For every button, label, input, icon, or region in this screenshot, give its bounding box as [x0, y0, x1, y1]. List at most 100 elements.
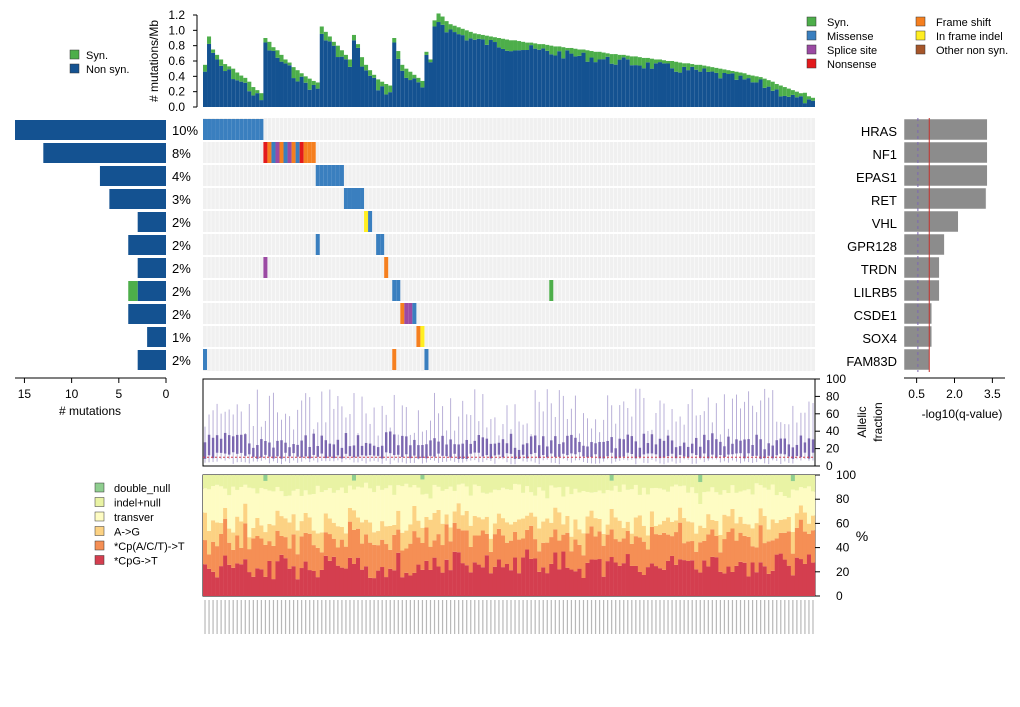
- spectrum-segment: [287, 475, 292, 496]
- rate-bar-syn: [653, 59, 658, 64]
- spectrum-segment: [480, 492, 486, 520]
- mutation-rate-panel: 0.00.20.40.60.81.01.2 # mutations/Mb Syn…: [69, 8, 1008, 114]
- rate-bar-nonsyn: [243, 82, 248, 107]
- rate-bar-nonsyn: [557, 51, 562, 107]
- rate-bar-syn: [577, 49, 582, 56]
- spectrum-segment: [529, 475, 534, 493]
- sample-id-label: [518, 600, 520, 634]
- legend-nonsyn-swatch: [69, 63, 80, 74]
- rate-bar-nonsyn: [460, 35, 465, 107]
- qvalue-bar: [903, 256, 940, 279]
- spectrum-segment: [215, 475, 220, 485]
- rate-bar-nonsyn: [291, 78, 296, 107]
- spectrum-segment: [279, 475, 284, 492]
- spectrum-segment: [504, 475, 510, 490]
- spectrum-segment: [496, 475, 502, 491]
- rate-bar-syn: [323, 31, 328, 41]
- spectrum-segment: [798, 475, 804, 488]
- allelic-box: [312, 433, 315, 455]
- spectrum-segment: [476, 486, 482, 518]
- spectrum-segment: [219, 566, 224, 596]
- spectrum-segment: [412, 475, 417, 486]
- spectrum-segment: [496, 528, 502, 560]
- spectrum-segment: [207, 531, 212, 555]
- spectrum-segment: [750, 562, 755, 596]
- sample-id-label: [341, 600, 343, 634]
- spectrum-segment: [436, 566, 441, 596]
- qvalue-bar: [903, 141, 988, 164]
- allelic-box: [811, 439, 815, 453]
- rate-tick-label: 1.0: [168, 23, 185, 37]
- spectrum-segment: [670, 486, 675, 522]
- spectrum-segment: [525, 475, 530, 487]
- spectrum-segment: [742, 535, 747, 563]
- spectrum-segment: [388, 568, 393, 596]
- spectrum-legend-swatch: [94, 497, 105, 507]
- rate-bar-syn: [219, 59, 224, 66]
- qvalue-x-ticks: 0.5 2.0 3.5: [908, 378, 1001, 401]
- sample-id-label: [715, 600, 717, 634]
- sample-id-label: [619, 600, 621, 634]
- spectrum-segment: [368, 488, 373, 523]
- sample-id-label: [208, 600, 210, 634]
- spectrum-segment: [597, 475, 602, 491]
- sample-id-label: [562, 600, 564, 634]
- sample-id-label: [232, 600, 234, 634]
- qvalue-bar: [903, 279, 940, 302]
- rate-bar-nonsyn: [525, 50, 530, 107]
- sample-id-label: [361, 600, 363, 634]
- spectrum-segment: [335, 526, 341, 548]
- gene-label: EPAS1: [856, 170, 897, 185]
- rate-bar-nonsyn: [412, 78, 417, 107]
- spectrum-segment: [315, 475, 320, 486]
- sample-id-label: [433, 600, 436, 634]
- rate-bar-syn: [275, 50, 280, 58]
- rate-bar-nonsyn: [573, 56, 578, 107]
- sample-id-label: [631, 600, 633, 634]
- spectrum-segment: [557, 540, 562, 570]
- sample-id-label: [792, 600, 794, 634]
- spectrum-segment: [565, 532, 570, 568]
- rate-bar-syn: [339, 50, 344, 57]
- spectrum-segment: [678, 486, 683, 508]
- rate-bar-nonsyn: [589, 57, 594, 107]
- spectrum-segment: [243, 523, 248, 560]
- spectrum-segment: [424, 560, 429, 596]
- allelic-box: [695, 437, 698, 456]
- allelic-box: [280, 440, 283, 459]
- rate-bar-nonsyn: [758, 79, 763, 107]
- spectrum-segment: [476, 564, 482, 596]
- sample-id-label: [699, 600, 701, 634]
- spectrum-tick-label: 0: [836, 589, 843, 603]
- allelic-box: [803, 442, 807, 453]
- allelic-box: [304, 435, 307, 457]
- rate-bar-nonsyn: [360, 66, 365, 107]
- spectrum-segment: [810, 562, 816, 596]
- spectrum-segment: [666, 534, 671, 561]
- sample-id-label: [441, 600, 444, 634]
- spectrum-segment: [351, 480, 357, 490]
- spectrum-segment: [718, 571, 723, 596]
- rate-bar-nonsyn: [529, 45, 534, 107]
- sample-id-label: [703, 600, 705, 634]
- spectrum-segment: [557, 512, 562, 541]
- spectrum-segment: [295, 579, 300, 596]
- spectrum-segment: [786, 497, 792, 517]
- allelic-box: [731, 443, 734, 455]
- spectrum-segment: [215, 484, 220, 523]
- sample-id-label: [663, 600, 665, 634]
- spectrum-segment: [513, 557, 518, 596]
- allelic-box: [634, 441, 638, 459]
- allelic-tick-label: 40: [826, 424, 840, 438]
- rate-bar-nonsyn: [376, 90, 381, 107]
- spectrum-segment: [802, 475, 808, 489]
- spectrum-segment: [641, 541, 647, 575]
- spectrum-segment: [678, 507, 683, 523]
- oncoprint-cell-missense: [368, 211, 373, 232]
- allelic-box: [433, 438, 436, 457]
- rate-bar-syn: [388, 85, 393, 93]
- spectrum-segment: [686, 475, 691, 493]
- oncoprint-cell-missense: [235, 119, 240, 140]
- oncoprint-cell-frame_shift: [303, 142, 308, 163]
- allelic-box: [207, 434, 211, 456]
